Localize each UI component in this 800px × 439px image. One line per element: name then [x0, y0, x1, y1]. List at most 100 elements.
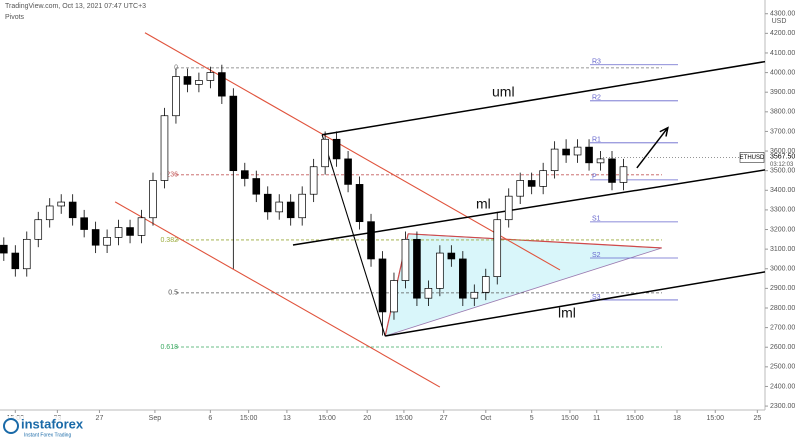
pivot-label: S3 [592, 294, 601, 301]
y-tick-label: 3000.00 [770, 266, 795, 273]
candle-body [413, 238, 421, 299]
x-tick-label: 15:00 [707, 415, 725, 422]
y-tick-label: 3800.00 [770, 109, 795, 116]
line-label: uml [492, 84, 515, 100]
candle-body [160, 115, 169, 181]
candle-body [459, 258, 467, 299]
x-tick-label: 15:00 [561, 415, 579, 422]
candle-body [68, 201, 77, 219]
candle-body [218, 72, 226, 97]
candle-body [378, 258, 387, 313]
candle-body [126, 227, 134, 236]
candle-body [504, 195, 513, 221]
candle-body [401, 238, 410, 281]
x-tick-label: 11 [593, 415, 600, 422]
candle-body [183, 76, 192, 85]
x-tick-label: 13 [283, 415, 291, 422]
fib-label: 0.236 [160, 172, 178, 179]
watermark-bg [2, 416, 90, 438]
candle-body [91, 229, 100, 246]
candle-body [80, 217, 88, 230]
y-tick-label: 2700.00 [770, 324, 795, 331]
candle-body [114, 227, 123, 238]
candle-body [562, 148, 570, 156]
candle-body [22, 238, 31, 270]
candle-body [390, 280, 398, 313]
x-tick-label: 27 [440, 415, 448, 422]
pitchfork-line [321, 60, 766, 136]
y-tick-label: 2300.00 [770, 403, 795, 410]
x-tick-label: Sep [149, 415, 162, 422]
x-tick-label: 15:00 [395, 415, 413, 422]
y-tick-label: 4000.00 [770, 69, 795, 76]
candle-body [424, 288, 433, 299]
candle-body [241, 170, 249, 179]
y-tick-label: 3100.00 [770, 246, 795, 253]
watermark: instaforex Instant Forex Trading [2, 416, 90, 438]
candle-body [103, 237, 111, 246]
candle-body [275, 201, 284, 213]
y-tick-label: 3200.00 [770, 226, 795, 233]
candle-body [298, 193, 306, 219]
x-tick-label: Oct [480, 415, 491, 422]
candle-body [596, 158, 605, 164]
pivot-label: P [592, 174, 597, 181]
symbol-tag [739, 152, 765, 163]
x-tick-label: 6 [208, 415, 212, 422]
watermark-brand: instaforex [21, 416, 84, 431]
candle-body [355, 184, 364, 223]
candle-body [206, 72, 215, 81]
candle-body [470, 291, 479, 299]
fib-label: 0.382 [160, 237, 178, 244]
y-tick-label: 4100.00 [770, 50, 795, 57]
candle-body [608, 158, 616, 183]
x-tick-label: 25 [753, 415, 761, 422]
line-label: lml [558, 305, 576, 321]
line-label: ml [476, 196, 491, 212]
y-tick-label: 3600.00 [770, 148, 795, 155]
arrow-head [659, 126, 669, 137]
candle-body [344, 158, 352, 185]
candle-body [436, 252, 444, 289]
candle-body [367, 221, 375, 260]
y-tick-label: 3400.00 [770, 187, 795, 194]
candle-body [286, 201, 295, 219]
candle-body [585, 146, 593, 164]
fib-label: 0.5 [168, 290, 178, 297]
candle-body [195, 80, 203, 85]
x-tick-label: 15:00 [240, 415, 258, 422]
y-tick-label: 3500.00 [770, 168, 795, 175]
y-tick-label: 2500.00 [770, 364, 795, 371]
candle-body [263, 193, 272, 213]
y-tick-label: 2400.00 [770, 383, 795, 390]
candle-body [573, 146, 582, 156]
candle-body [229, 95, 238, 172]
y-tick-label: 4200.00 [770, 30, 795, 37]
y-tick-label: 2900.00 [770, 285, 795, 292]
countdown: 03:12:03 [770, 162, 794, 168]
candle-body [172, 76, 180, 117]
pivot-label: S1 [592, 216, 601, 223]
y-tick-label: 3900.00 [770, 89, 795, 96]
candle-body [539, 170, 547, 187]
candle-body [309, 166, 318, 195]
fib-label: 0 [174, 65, 178, 72]
x-tick-label: 5 [530, 415, 534, 422]
fib-label: 0.618 [160, 344, 178, 351]
candle-body [516, 180, 524, 197]
candle-body [34, 219, 43, 240]
watermark-logo [3, 418, 19, 434]
candle-body [0, 244, 8, 254]
x-tick-label: 15:00 [318, 415, 336, 422]
y-tick-label: 2800.00 [770, 305, 795, 312]
candle-body [332, 138, 341, 160]
candle-body [149, 180, 157, 219]
candle-body [57, 201, 65, 207]
candle-body [137, 217, 146, 236]
candle-body [527, 180, 536, 187]
y-tick-label: 4300.00 [770, 11, 795, 18]
candle-body [252, 178, 261, 195]
candle-body [45, 205, 54, 221]
